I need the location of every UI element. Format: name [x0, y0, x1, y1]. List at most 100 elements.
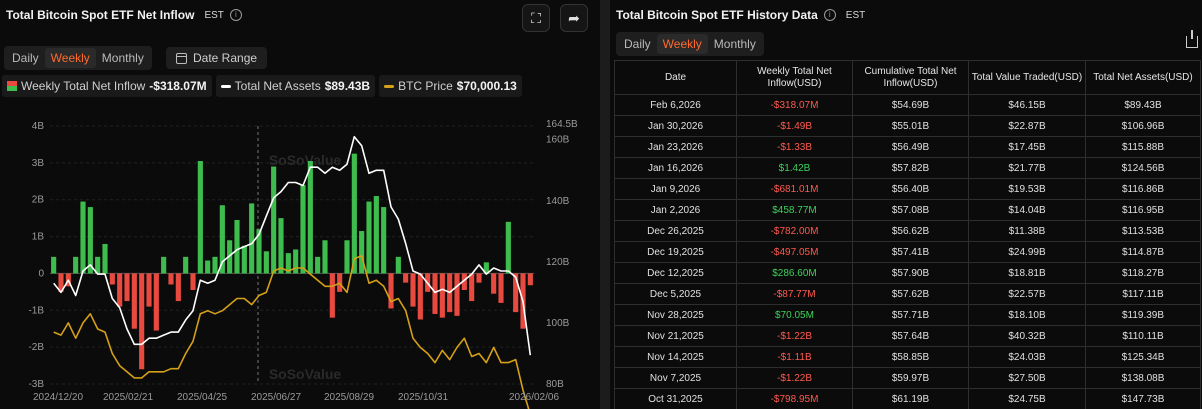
cell-value-traded: $21.77B	[968, 157, 1086, 179]
cell-net-assets: $106.96B	[1085, 115, 1201, 137]
cell-cumulative-inflow: $57.90B	[852, 262, 969, 284]
x-tick-label: 2025/08/29	[324, 392, 374, 403]
inflow-bar-negative	[117, 273, 123, 307]
cell-cumulative-inflow: $57.71B	[852, 304, 969, 326]
inflow-bar-negative	[139, 273, 145, 370]
cell-date: Oct 31,2025	[614, 388, 737, 409]
inflow-bar-positive	[300, 184, 306, 274]
cell-date: Feb 6,2026	[614, 94, 737, 116]
inflow-bar-negative	[417, 273, 423, 320]
column-header-net-assets[interactable]: Total Net Assets(USD)	[1085, 60, 1201, 95]
table-row: Nov 14,2025 -$1.11B $58.85B $24.03B $125.34B	[614, 346, 1201, 368]
timezone-label: EST	[204, 9, 224, 21]
y-right-tick-label: 140B	[546, 196, 570, 207]
legend-net-assets[interactable]: Total Net Assets $89.43B	[215, 75, 376, 97]
y-left-tick-label: -1B	[28, 305, 44, 316]
inflow-bar-positive	[205, 260, 211, 274]
inflow-bar-negative	[454, 273, 460, 316]
inflow-bar-negative	[498, 273, 504, 303]
inflow-bar-negative	[439, 273, 445, 318]
inflow-bar-positive	[366, 201, 372, 274]
cell-date: Jan 23,2026	[614, 136, 737, 158]
cell-cumulative-inflow: $56.62B	[852, 220, 969, 242]
cell-weekly-inflow: -$1.22B	[736, 325, 853, 347]
column-header-cumulative-inflow[interactable]: Cumulative Total Net Inflow(USD)	[852, 60, 969, 95]
panel-divider	[600, 0, 610, 409]
table-row: Nov 28,2025 $70.05M $57.71B $18.10B $119.39B	[614, 304, 1201, 326]
y-right-tick-label: 160B	[546, 135, 570, 146]
info-icon[interactable]: i	[823, 9, 836, 21]
legend-value: $89.43B	[324, 79, 371, 93]
history-table-container: Date Weekly Total Net Inflow(USD) Cumula…	[614, 60, 1201, 409]
cell-cumulative-inflow: $56.49B	[852, 136, 969, 158]
cell-net-assets: $138.08B	[1085, 367, 1201, 389]
cell-date: Jan 2,2026	[614, 199, 737, 221]
date-range-label: Date Range	[193, 51, 258, 65]
inflow-bar-positive	[395, 256, 401, 274]
table-row: Nov 21,2025 -$1.22B $57.64B $40.32B $110.11B	[614, 325, 1201, 347]
cell-value-traded: $14.04B	[968, 199, 1086, 221]
y-left-tick-label: -2B	[28, 342, 44, 353]
x-tick-label: 2025/10/31	[398, 392, 448, 403]
watermark-text: SoSoValue	[269, 366, 342, 382]
download-icon[interactable]	[1186, 30, 1198, 48]
cell-net-assets: $147.73B	[1085, 388, 1201, 409]
column-header-weekly-inflow[interactable]: Weekly Total Net Inflow(USD)	[736, 60, 853, 95]
cell-weekly-inflow: -$1.33B	[736, 136, 853, 158]
cell-value-traded: $19.53B	[968, 178, 1086, 200]
inflow-bar-positive	[80, 201, 86, 274]
tab-daily[interactable]: Daily	[12, 51, 39, 65]
cell-cumulative-inflow: $61.19B	[852, 388, 969, 409]
tab-weekly[interactable]: Weekly	[44, 48, 96, 68]
table-row: Jan 2,2026 $458.77M $57.08B $14.04B $116.95B	[614, 199, 1201, 221]
inflow-bar-positive	[249, 203, 255, 274]
column-header-date[interactable]: Date	[614, 60, 737, 95]
cell-net-assets: $114.87B	[1085, 241, 1201, 263]
net-inflow-chart[interactable]: 4B 3B 2B 1B 0 -1B -2B -3B 164.5B 160B 140B 120B 100B…	[0, 108, 600, 409]
date-range-button[interactable]: Date Range	[166, 47, 268, 69]
cell-net-assets: $110.11B	[1085, 325, 1201, 347]
cell-date: Nov 28,2025	[614, 304, 737, 326]
cell-cumulative-inflow: $57.62B	[852, 283, 969, 305]
cell-date: Dec 12,2025	[614, 262, 737, 284]
share-icon[interactable]: ➦	[560, 4, 588, 32]
cell-net-assets: $113.53B	[1085, 220, 1201, 242]
y-right-tick-label: 100B	[546, 318, 570, 329]
inflow-bar-positive	[351, 153, 357, 274]
legend-btc-price[interactable]: BTC Price $70,000.13	[379, 75, 522, 97]
info-icon[interactable]: i	[229, 9, 242, 21]
tab-weekly[interactable]: Weekly	[656, 34, 708, 54]
inflow-bar-positive	[307, 161, 313, 274]
y-left-tick-label: 2B	[32, 195, 45, 206]
column-header-value-traded[interactable]: Total Value Traded(USD)	[968, 60, 1086, 95]
cell-cumulative-inflow: $58.85B	[852, 346, 969, 368]
chart-header: Total Bitcoin Spot ETF Net Inflow EST i	[6, 8, 242, 22]
inflow-bar-positive	[263, 251, 269, 274]
line-swatch-icon	[220, 84, 231, 88]
table-row: Feb 6,2026 -$318.07M $54.69B $46.15B $89.43B	[614, 94, 1201, 116]
x-tick-label: 2025/02/21	[103, 392, 153, 403]
cell-cumulative-inflow: $57.82B	[852, 157, 969, 179]
inflow-bar-negative	[131, 273, 137, 329]
legend-value: $70,000.13	[456, 79, 517, 93]
cell-net-assets: $124.56B	[1085, 157, 1201, 179]
legend-net-inflow[interactable]: Weekly Total Net Inflow -$318.07M	[2, 75, 212, 97]
inflow-bar-positive	[234, 219, 240, 274]
timezone-label: EST	[845, 9, 866, 21]
tab-monthly[interactable]: Monthly	[713, 37, 756, 51]
tab-monthly[interactable]: Monthly	[101, 51, 144, 65]
period-tabs: Daily Weekly Monthly	[616, 32, 764, 56]
cell-weekly-inflow: -$1.11B	[736, 346, 853, 368]
tab-daily[interactable]: Daily	[624, 37, 651, 51]
table-row: Dec 5,2025 -$87.77M $57.62B $22.57B $117.11B	[614, 283, 1201, 305]
cell-value-traded: $40.32B	[968, 325, 1086, 347]
table-row: Jan 16,2026 $1.42B $57.82B $21.77B $124.56B	[614, 157, 1201, 179]
cell-cumulative-inflow: $54.69B	[852, 94, 969, 116]
cell-value-traded: $24.03B	[968, 346, 1086, 368]
y-left-tick-label: 3B	[32, 158, 45, 169]
cell-weekly-inflow: $286.60M	[736, 262, 853, 284]
expand-icon[interactable]: ⛶	[522, 4, 550, 32]
y-right-tick-label: 80B	[546, 379, 564, 390]
inflow-bar-negative	[491, 273, 497, 294]
cell-weekly-inflow: -$497.05M	[736, 241, 853, 263]
